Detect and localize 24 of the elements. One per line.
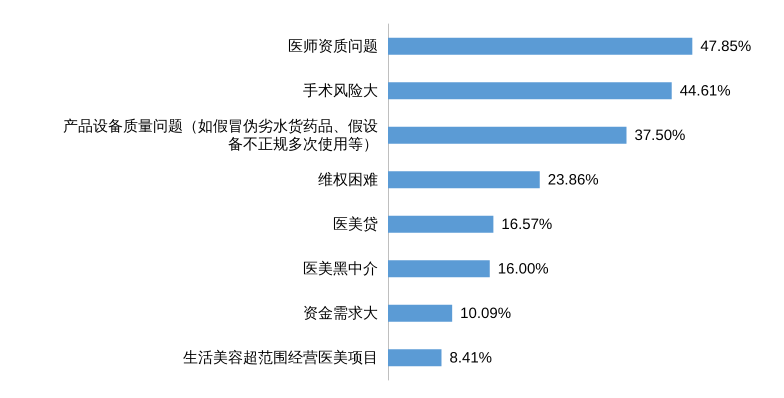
bar (388, 38, 692, 55)
bar (388, 349, 442, 366)
data-label: 44.61% (680, 82, 731, 100)
data-label: 16.00% (498, 260, 549, 278)
data-label: 47.85% (700, 38, 752, 55)
data-label: 10.09% (460, 304, 512, 322)
bar (388, 260, 490, 278)
y-tick-label: 产品设备质量问题（如假冒伪劣水货药品、假设备不正规多次使用等） (63, 118, 378, 153)
bar (388, 82, 672, 100)
data-label: 37.50% (634, 126, 686, 144)
y-tick-label: 维权困难 (318, 171, 378, 188)
bar (388, 304, 452, 322)
data-label: 16.57% (501, 216, 552, 233)
bar (388, 216, 494, 233)
bar (388, 171, 540, 188)
y-tick-label: 手术风险大 (303, 82, 378, 100)
y-tick-label: 资金需求大 (303, 304, 378, 322)
y-tick-label: 医美贷 (333, 216, 378, 233)
data-label: 23.86% (548, 171, 599, 188)
y-tick-label: 医美黑中介 (303, 260, 378, 278)
y-tick-label: 医师资质问题 (288, 38, 378, 55)
data-label: 8.41% (449, 349, 492, 366)
bar (388, 126, 626, 144)
y-tick-label: 生活美容超范围经营医美项目 (183, 349, 378, 366)
